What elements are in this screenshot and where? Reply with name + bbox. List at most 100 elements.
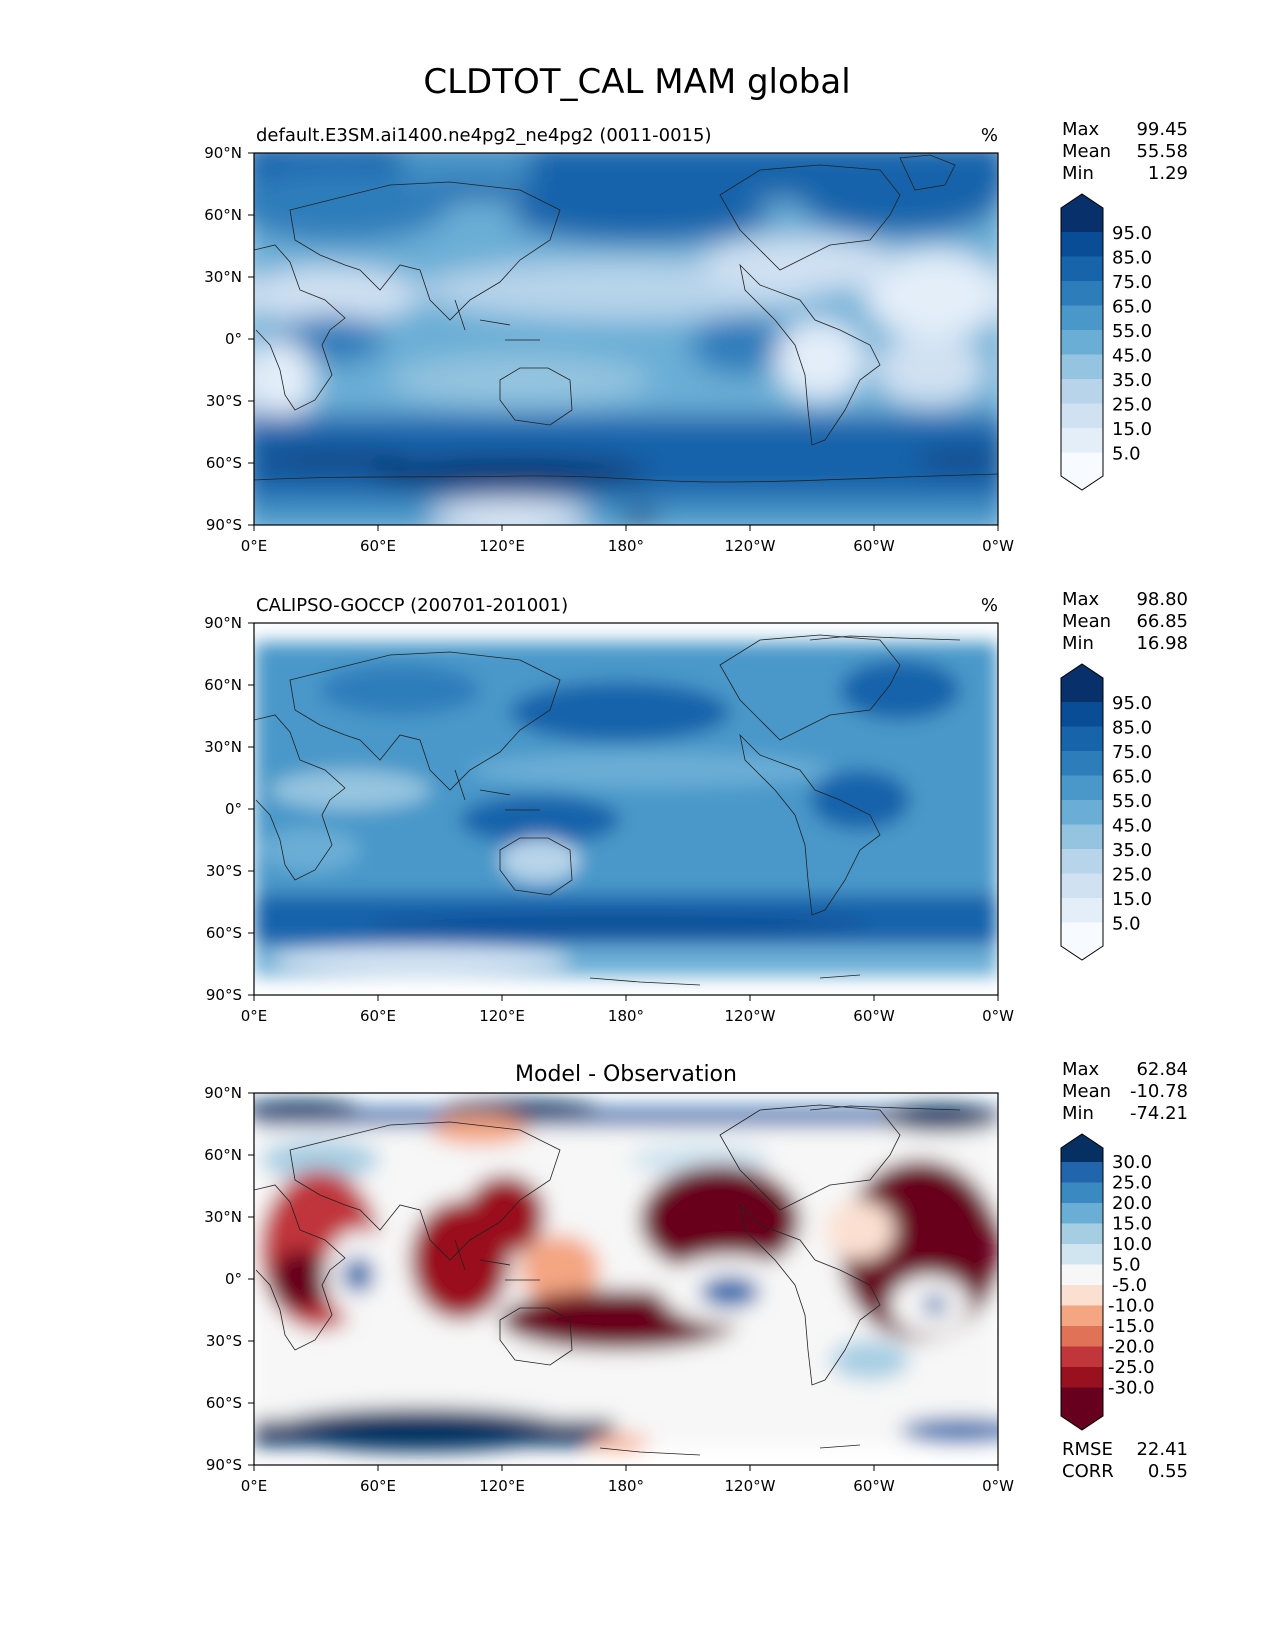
stat-value: 98.80 <box>1136 589 1188 610</box>
x-tick-label: 60°E <box>360 1007 396 1025</box>
colorbar-label: -25.0 <box>1108 1357 1155 1378</box>
x-tick-label: 0°E <box>241 1007 268 1025</box>
y-tick-label: 60°N <box>204 1146 242 1164</box>
y-axis: 90°N 60°N 30°N 0° 30°S 60°S 90°S <box>204 614 254 1004</box>
y-tick-label: 90°N <box>204 1084 242 1102</box>
x-tick-label: 0°W <box>982 537 1014 555</box>
colorbar-segment <box>1061 452 1103 490</box>
colorbar-label: 75.0 <box>1112 272 1152 293</box>
colorbar-segment <box>1061 1244 1103 1265</box>
stat-value: 22.41 <box>1136 1439 1188 1460</box>
x-tick-label: 120°W <box>725 1007 776 1025</box>
figure-title: CLDTOT_CAL MAM global <box>423 62 850 102</box>
panel-left-title: CALIPSO-GOCCP (200701-201001) <box>256 595 568 616</box>
colorbar-label: -30.0 <box>1108 1378 1155 1399</box>
colorbar-label: 65.0 <box>1112 767 1152 788</box>
y-tick-label: 90°N <box>204 144 242 162</box>
colorbar-segment <box>1061 1305 1103 1326</box>
stat-value: 1.29 <box>1148 163 1188 184</box>
y-tick-label: 90°N <box>204 614 242 632</box>
x-axis: 0°E 60°E 120°E 180° 120°W 60°W 0°W <box>241 1465 1014 1495</box>
colorbar-label: 45.0 <box>1112 346 1152 367</box>
x-axis: 0°E 60°E 120°E 180° 120°W 60°W 0°W <box>241 525 1014 555</box>
x-tick-label: 180° <box>608 1477 644 1495</box>
colorbar-segment <box>1061 1367 1103 1388</box>
colorbar-segment <box>1061 1326 1103 1347</box>
panel-observation: CALIPSO-GOCCP (200701-201001) % <box>204 589 1188 1025</box>
y-tick-label: 30°N <box>204 268 242 286</box>
colorbar-label: 30.0 <box>1112 1152 1152 1173</box>
colorbar-outline <box>1060 193 1104 491</box>
y-tick-label: 60°N <box>204 206 242 224</box>
map-field <box>254 153 998 525</box>
colorbar-label: 10.0 <box>1112 1234 1152 1255</box>
x-tick-label: 60°E <box>360 1477 396 1495</box>
colorbar-label: 5.0 <box>1112 1255 1141 1276</box>
colorbar-segment <box>1061 775 1103 800</box>
colorbar-label: 20.0 <box>1112 1193 1152 1214</box>
panel-units: % <box>981 595 998 616</box>
colorbar: 95.0 85.0 75.0 65.0 55.0 45.0 35.0 25.0 … <box>1060 663 1152 961</box>
colorbar-label: 25.0 <box>1112 395 1152 416</box>
colorbar-segment <box>1061 379 1103 404</box>
colorbar-segment <box>1061 1223 1103 1244</box>
colorbar-label: -15.0 <box>1108 1316 1155 1337</box>
y-tick-label: 90°S <box>206 986 242 1004</box>
colorbar-label: -10.0 <box>1108 1296 1155 1317</box>
colorbar-segment <box>1061 330 1103 355</box>
stats-box: Max 98.80 Mean 66.85 Min 16.98 <box>1062 589 1188 654</box>
x-tick-label: 0°E <box>241 537 268 555</box>
y-tick-label: 30°N <box>204 738 242 756</box>
colorbar-label: 15.0 <box>1112 1214 1152 1235</box>
y-tick-label: 60°S <box>206 924 242 942</box>
colorbar-segment <box>1061 281 1103 306</box>
panel-left-title: default.E3SM.ai1400.ne4pg2_ne4pg2 (0011-… <box>256 125 711 146</box>
colorbar-segment <box>1061 232 1103 257</box>
stat-label: Mean <box>1062 141 1111 162</box>
colorbar-segment <box>1061 824 1103 849</box>
y-tick-label: 30°S <box>206 862 242 880</box>
colorbar-segment <box>1061 1346 1103 1367</box>
y-tick-label: 0° <box>225 800 242 818</box>
x-tick-label: 0°W <box>982 1007 1014 1025</box>
stat-label: Max <box>1062 1059 1100 1080</box>
colorbar-segment <box>1061 1285 1103 1306</box>
stat-value: -74.21 <box>1130 1103 1188 1124</box>
colorbar-label: 5.0 <box>1112 914 1141 935</box>
stat-label: Min <box>1062 633 1094 654</box>
colorbar-label: 25.0 <box>1112 1173 1152 1194</box>
stat-label: Min <box>1062 163 1094 184</box>
colorbar-segment <box>1061 256 1103 281</box>
coastlines <box>254 634 961 986</box>
colorbar-label: 15.0 <box>1112 889 1152 910</box>
colorbar-label: 25.0 <box>1112 865 1152 886</box>
y-tick-label: 0° <box>225 330 242 348</box>
colorbar-label: 95.0 <box>1112 223 1152 244</box>
colorbar-label: 5.0 <box>1112 444 1141 465</box>
x-tick-label: 120°E <box>479 1007 525 1025</box>
colorbar-segment <box>1061 702 1103 727</box>
colorbar-segment <box>1061 1203 1103 1224</box>
y-axis: 90°N 60°N 30°N 0° 30°S 60°S 90°S <box>204 1084 254 1474</box>
x-tick-label: 180° <box>608 537 644 555</box>
colorbar-segment <box>1061 1387 1103 1430</box>
colorbar-segment <box>1061 664 1103 702</box>
stat-value: 62.84 <box>1136 1059 1188 1080</box>
stat-value: 66.85 <box>1136 611 1188 632</box>
y-tick-label: 30°S <box>206 1332 242 1350</box>
error-stats: RMSE 22.41 CORR 0.55 <box>1062 1439 1188 1482</box>
colorbar-label: 55.0 <box>1112 791 1152 812</box>
stat-label: Min <box>1062 1103 1094 1124</box>
colorbar-segment <box>1061 922 1103 960</box>
colorbar-label: 85.0 <box>1112 248 1152 269</box>
colorbar-segment <box>1061 194 1103 232</box>
x-tick-label: 0°W <box>982 1477 1014 1495</box>
colorbar-label: 85.0 <box>1112 718 1152 739</box>
colorbar-label: 15.0 <box>1112 419 1152 440</box>
colorbar-outline <box>1060 1133 1104 1431</box>
colorbar-label: 45.0 <box>1112 816 1152 837</box>
y-tick-label: 30°S <box>206 392 242 410</box>
stats-box: Max 99.45 Mean 55.58 Min 1.29 <box>1062 119 1188 184</box>
x-tick-label: 120°E <box>479 1477 525 1495</box>
stat-value: 16.98 <box>1136 633 1188 654</box>
